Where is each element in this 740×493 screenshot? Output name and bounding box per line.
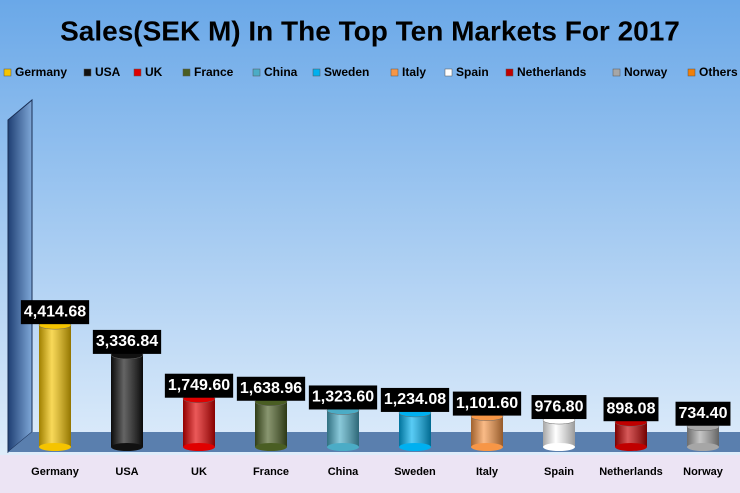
data-label-box [236, 376, 306, 401]
legend-swatch [687, 68, 696, 77]
bar-base [39, 443, 71, 451]
data-label-box [675, 401, 731, 426]
legend-label: USA [95, 65, 121, 79]
chart-title: Sales(SEK M) In The Top Ten Markets For … [60, 15, 680, 46]
legend-swatch [133, 68, 142, 77]
bar-shade [327, 410, 359, 447]
legend-label: Germany [15, 65, 67, 79]
legend-label: Sweden [324, 65, 369, 79]
bar-shade [687, 426, 719, 447]
legend-swatch [390, 68, 399, 77]
data-label: 4,414.68 [24, 303, 86, 320]
bar-base [543, 443, 575, 451]
legend-label: UK [145, 65, 163, 79]
bar-base [687, 443, 719, 451]
data-label: 898.08 [607, 400, 656, 417]
legend-swatch [3, 68, 12, 77]
data-label: 1,638.96 [240, 380, 302, 397]
data-label-box [531, 395, 587, 420]
bar-shade [111, 354, 143, 447]
x-tick-label: Netherlands [599, 466, 663, 478]
bar-shade [183, 398, 215, 447]
legend-label: France [194, 65, 234, 79]
data-label: 1,749.60 [168, 377, 230, 394]
bar-base [255, 443, 287, 451]
bar-shade [543, 420, 575, 447]
legend-swatch [505, 68, 514, 77]
bar-shade [471, 416, 503, 447]
x-tick-label: France [253, 466, 289, 478]
x-tick-label: Norway [683, 466, 724, 478]
legend-swatch [312, 68, 321, 77]
bar-base [399, 443, 431, 451]
legend-label: Spain [456, 65, 489, 79]
back-wall [7, 98, 33, 454]
legend-label: Norway [624, 65, 668, 79]
legend-swatch [182, 68, 191, 77]
data-label: 976.80 [535, 398, 584, 415]
legend-label: Italy [402, 65, 426, 79]
data-label: 1,101.60 [456, 395, 518, 412]
data-label-box [452, 391, 522, 416]
legend-swatch [83, 68, 92, 77]
x-tick-label: USA [115, 466, 138, 478]
category-band [0, 455, 740, 493]
legend-swatch [612, 68, 621, 77]
bar-base [111, 443, 143, 451]
bar-shade [39, 325, 71, 447]
x-tick-label: Spain [544, 466, 574, 478]
data-label-box [92, 329, 162, 354]
legend-label: Others [699, 65, 738, 79]
bar-base [615, 443, 647, 451]
x-tick-label: Germany [31, 466, 80, 478]
x-tick-label: China [328, 466, 359, 478]
x-tick-label: UK [191, 466, 207, 478]
data-label: 3,336.84 [96, 333, 158, 350]
data-label-box [380, 387, 450, 412]
data-label: 734.40 [679, 405, 728, 422]
bar-base [183, 443, 215, 451]
bar-shade [399, 412, 431, 447]
data-label-box [603, 397, 659, 422]
legend-swatch [444, 68, 453, 77]
legend-swatch [252, 68, 261, 77]
data-label-box [308, 385, 378, 410]
bar-shade [255, 401, 287, 447]
data-label-box [164, 373, 234, 398]
x-tick-label: Sweden [394, 466, 436, 478]
data-label: 1,234.08 [384, 391, 446, 408]
bar-base [471, 443, 503, 451]
legend-label: China [264, 65, 298, 79]
bar-base [327, 443, 359, 451]
data-label: 1,323.60 [312, 389, 374, 406]
x-tick-label: Italy [476, 466, 499, 478]
data-label-box [20, 300, 90, 325]
legend-label: Netherlands [517, 65, 587, 79]
